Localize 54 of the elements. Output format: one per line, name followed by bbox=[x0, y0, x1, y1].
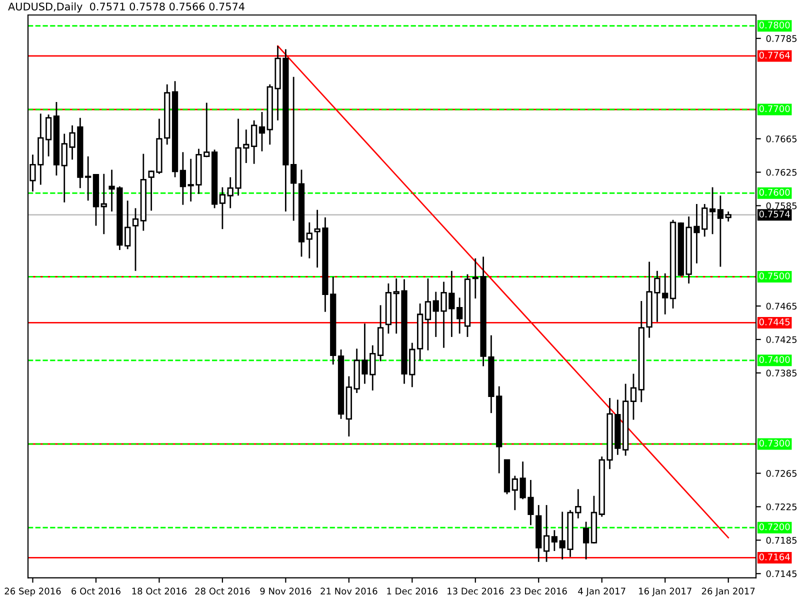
x-tick-label: 13 Dec 2016 bbox=[448, 588, 504, 595]
y-tick-label: 0.7585 bbox=[766, 202, 797, 210]
y-tick-label: 0.7465 bbox=[766, 302, 797, 310]
x-tick-label: 6 Oct 2016 bbox=[72, 588, 120, 595]
candlestick bbox=[251, 120, 258, 165]
candlestick bbox=[709, 186, 716, 235]
ref-line-label: 0.7445 bbox=[759, 318, 790, 326]
candlestick bbox=[424, 278, 432, 352]
y-tick-label: 0.7265 bbox=[766, 470, 797, 477]
x-tick-label: 28 Oct 2016 bbox=[195, 588, 250, 595]
candlestick bbox=[456, 296, 463, 334]
ref-line-label: 0.7764 bbox=[759, 52, 790, 59]
x-tick-label: 16 Jan 2017 bbox=[639, 588, 692, 596]
candlestick bbox=[725, 210, 732, 222]
candlestick bbox=[132, 207, 139, 272]
candlestick bbox=[258, 111, 266, 152]
x-tick-label: 4 Jan 2017 bbox=[578, 588, 626, 596]
ref-line-label: 0.7600 bbox=[759, 188, 790, 196]
candlestick bbox=[630, 373, 637, 420]
y-tick-label: 0.7425 bbox=[766, 336, 797, 344]
candlestick bbox=[219, 186, 226, 230]
candlestick bbox=[582, 521, 590, 560]
ref-line-label: 0.7400 bbox=[759, 356, 790, 363]
candlestick bbox=[717, 194, 724, 268]
y-tick-label: 0.7665 bbox=[766, 135, 797, 142]
candlestick bbox=[45, 114, 52, 158]
ref-line-label: 0.7300 bbox=[759, 440, 790, 447]
y-tick-label: 0.7625 bbox=[766, 168, 797, 176]
candlestick bbox=[543, 504, 550, 563]
ref-line-label: 0.7500 bbox=[759, 272, 790, 280]
x-tick-label: 1 Dec 2016 bbox=[387, 588, 438, 595]
ref-line-label: 0.7200 bbox=[759, 523, 790, 530]
chart-title: AUDUSD,Daily 0.7571 0.7578 0.7566 0.7574 bbox=[8, 2, 244, 12]
ref-line-label: 0.7574 bbox=[759, 210, 790, 218]
x-tick-label: 26 Jan 2017 bbox=[702, 588, 755, 596]
y-tick-label: 0.7385 bbox=[766, 370, 797, 376]
x-tick-label: 26 Sep 2016 bbox=[4, 588, 61, 596]
candlestick bbox=[100, 173, 107, 235]
x-tick-label: 9 Nov 2016 bbox=[260, 588, 312, 595]
candlestick bbox=[306, 222, 312, 260]
x-tick-label: 21 Nov 2016 bbox=[320, 588, 378, 595]
candlestick bbox=[512, 475, 518, 511]
y-tick-label: 0.7185 bbox=[766, 536, 797, 544]
ref-line-label: 0.7700 bbox=[759, 105, 790, 112]
y-tick-label: 0.7145 bbox=[766, 570, 797, 578]
y-tick-label: 0.7785 bbox=[766, 35, 797, 42]
x-tick-label: 18 Oct 2016 bbox=[132, 588, 187, 595]
candlestick bbox=[551, 529, 558, 552]
y-tick-label: 0.7225 bbox=[766, 503, 797, 510]
candlestick bbox=[180, 151, 186, 206]
ref-line-label: 0.7164 bbox=[759, 554, 790, 560]
x-tick-label: 23 Dec 2016 bbox=[510, 588, 567, 595]
ref-line-label: 0.7800 bbox=[759, 22, 790, 28]
candlestick bbox=[85, 156, 92, 202]
